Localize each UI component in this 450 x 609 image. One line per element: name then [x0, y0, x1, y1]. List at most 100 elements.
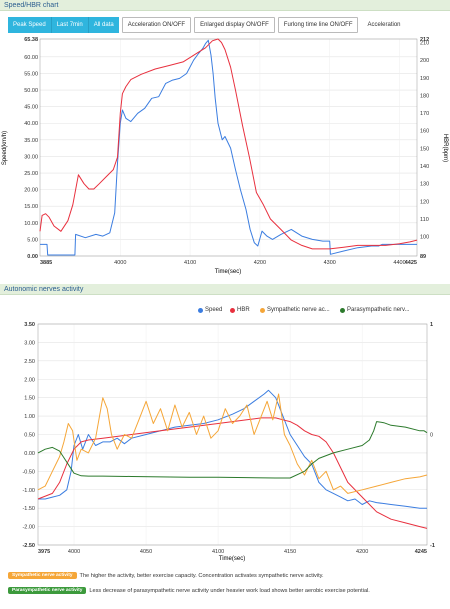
legend-label-parasympathetic: Parasympathetic nerv...	[347, 307, 410, 313]
series-lines	[39, 38, 418, 256]
legend-item-parasympathetic[interactable]: Parasympathetic nerv...	[340, 307, 410, 313]
y-tick-label-7: 30.00	[24, 154, 38, 160]
autonomic-panel-header: Autonomic nerves activity	[0, 284, 450, 295]
y-tick-label-4: 1.50	[24, 396, 35, 402]
series-line-speed	[40, 39, 417, 256]
plot-area-frame	[37, 323, 428, 546]
x-axis-label: Time(sec)	[215, 269, 241, 275]
y-axis-ticks: 3.50 3.00 2.50 2.00 1.50 1.00 0.50 0.00 -0.50 -1.…	[22, 322, 35, 549]
series-lines	[37, 389, 428, 529]
y2-tick-label-6: 160	[420, 129, 429, 135]
parasympathetic-note-text: Less decrease of parasympathetic nerve a…	[89, 587, 370, 594]
enlarged-display-toggle-button[interactable]: Enlarged display ON/OFF	[194, 17, 275, 33]
y-tick-label-2: 2.50	[24, 359, 35, 365]
y-tick-label-9: 20.00	[24, 188, 38, 194]
x-tick-label-3: 4100	[212, 549, 224, 555]
series-line-speed	[38, 389, 427, 509]
legend-item-speed[interactable]: Speed	[198, 307, 222, 313]
y-tick-label-8: 25.00	[24, 171, 38, 177]
y-tick-label-0: 65.38	[24, 37, 38, 43]
y-tick-label-8: -0.50	[22, 469, 35, 475]
peak-speed-button[interactable]: Peak Speed	[8, 17, 52, 33]
y2-axis-label: HBR(bpm)	[442, 134, 448, 162]
y-tick-label-6: 0.50	[24, 433, 35, 439]
plot-area-frame	[39, 38, 418, 257]
y-axis-ticks: 65.38 60.00 55.00 50.00 45.00 40.00 35.00 30.00…	[24, 37, 38, 260]
y-tick-label-1: 60.00	[24, 55, 38, 61]
acceleration-toggle-button[interactable]: Acceleration ON/OFF	[121, 17, 192, 33]
x-tick-label-4: 4300	[324, 260, 336, 266]
autonomic-legend: Speed HBR Sympathetic nerve ac... Parasy…	[0, 307, 450, 317]
x-axis-label: Time(sec)	[219, 556, 245, 562]
x-tick-label-1: 4000	[114, 260, 126, 266]
legend-dot-sympathetic	[260, 307, 265, 313]
legend-label-sympathetic: Sympathetic nerve ac...	[267, 307, 330, 313]
y-tick-label-4: 45.00	[24, 105, 38, 111]
autonomic-panel-title: Autonomic nerves activity	[4, 286, 84, 293]
y2-axis-ticks: 1 0 -1	[430, 322, 435, 549]
parasympathetic-badge: Parasympathetic nerve activity	[8, 587, 87, 594]
last-7min-button[interactable]: Last 7min	[51, 17, 89, 33]
y2-tick-label-1: 0	[430, 433, 433, 439]
y-tick-label-7: 0.00	[24, 451, 35, 457]
speed-hbr-panel-header: Speed/HBR chart	[0, 0, 450, 11]
chart-toolbar: Peak Speed Last 7min All data Accelerati…	[8, 17, 407, 33]
y2-tick-label-11: 110	[420, 217, 429, 223]
y2-tick-label-1: 210	[420, 41, 429, 47]
grid-lines	[40, 38, 417, 257]
x-tick-label-2: 4050	[140, 549, 152, 555]
series-line-hbr	[37, 417, 428, 529]
y-axis-label: Speed(km/h)	[2, 131, 8, 165]
y-tick-label-9: -1.00	[22, 488, 35, 494]
legend-dot-speed	[198, 307, 203, 313]
y-tick-label-1: 3.00	[24, 340, 35, 346]
acceleration-button[interactable]: Acceleration	[361, 17, 407, 33]
y2-tick-label-10: 120	[420, 199, 429, 205]
sympathetic-note-text: The higher the activity, better exercise…	[79, 572, 324, 579]
sympathetic-badge: Sympathetic nerve activity	[8, 572, 77, 579]
x-tick-label-1: 4000	[68, 549, 80, 555]
y-tick-label-12: 5.00	[27, 237, 38, 243]
y-tick-label-5: 40.00	[24, 121, 38, 127]
y2-tick-label-0: 212	[420, 37, 429, 43]
x-tick-label-6: 4425	[405, 260, 417, 266]
parasympathetic-note: Parasympathetic nerve activity Less decr…	[8, 587, 370, 594]
all-data-button[interactable]: All data	[88, 17, 119, 33]
legend-item-hbr[interactable]: HBR	[230, 307, 250, 313]
y-tick-label-3: 2.00	[24, 377, 35, 383]
x-axis-ticks: 3885 4000 4100 4200 4300 4400 4425	[40, 260, 417, 266]
x-tick-label-5: 4200	[356, 549, 368, 555]
y2-tick-label-5: 170	[420, 111, 429, 117]
y2-tick-label-2: -1	[430, 543, 435, 549]
x-tick-label-0: 3885	[40, 260, 52, 266]
y2-tick-label-2: 200	[420, 58, 429, 64]
y2-tick-label-13: 89	[420, 254, 426, 260]
x-axis-ticks: 3975 4000 4050 4100 4150 4200 4245	[38, 549, 427, 555]
y-tick-label-13: 0.00	[27, 254, 38, 260]
x-tick-label-2: 4100	[184, 260, 196, 266]
sympathetic-note: Sympathetic nerve activity The higher th…	[8, 572, 324, 579]
legend-item-sympathetic[interactable]: Sympathetic nerve ac...	[260, 307, 330, 313]
autonomic-nerves-chart: 3.50 3.00 2.50 2.00 1.50 1.00 0.50 0.00 -0.50 -1.…	[22, 322, 435, 562]
furlong-time-line-toggle-button[interactable]: Furlong time line ON/OFF	[277, 17, 359, 33]
y-tick-label-11: 10.00	[24, 221, 38, 227]
range-button-group: Peak Speed Last 7min All data	[8, 17, 119, 33]
x-tick-label-4: 4150	[284, 549, 296, 555]
y-tick-label-0: 3.50	[24, 322, 35, 328]
y-tick-label-6: 35.00	[24, 138, 38, 144]
y-tick-label-12: -2.50	[22, 543, 35, 549]
series-line-hbr	[39, 38, 418, 250]
speed-hbr-chart: 65.38 60.00 55.00 50.00 45.00 40.00 35.00 30.00…	[2, 37, 448, 275]
y-tick-label-11: -2.00	[22, 525, 35, 531]
x-tick-label-0: 3975	[38, 549, 50, 555]
legend-dot-parasympathetic	[340, 307, 345, 313]
legend-dot-hbr	[230, 307, 235, 313]
y2-tick-label-12: 100	[420, 235, 429, 241]
y2-tick-label-8: 140	[420, 164, 429, 170]
x-tick-label-5: 4400	[393, 260, 405, 266]
legend-label-speed: Speed	[205, 307, 223, 313]
y2-tick-label-4: 180	[420, 93, 429, 99]
y-tick-label-2: 55.00	[24, 71, 38, 77]
y-tick-label-5: 1.00	[24, 414, 35, 420]
